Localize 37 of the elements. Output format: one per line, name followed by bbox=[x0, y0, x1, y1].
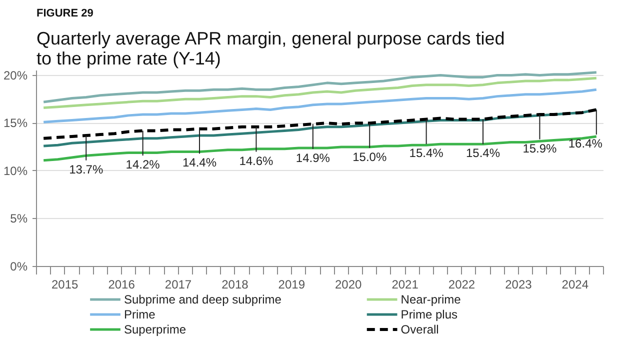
data-label: 16.4% bbox=[568, 136, 603, 151]
line-series bbox=[42, 76, 598, 110]
line-series bbox=[42, 71, 598, 104]
chart-title: Quarterly average APR margin, general purpose cards tied to the prime rate (Y-14) bbox=[36, 28, 505, 68]
y-tick-label: 0% bbox=[10, 260, 28, 274]
x-tick-label: 2019 bbox=[278, 278, 306, 292]
x-tick-label: 2016 bbox=[108, 278, 136, 292]
legend-label: Prime plus bbox=[400, 308, 458, 322]
data-label: 15.0% bbox=[352, 150, 387, 164]
legend-label: Superprime bbox=[124, 322, 186, 336]
legend-label: Overall bbox=[400, 322, 439, 336]
legend-label: Subprime and deep subprime bbox=[124, 292, 282, 306]
legend-label: Near-prime bbox=[400, 292, 462, 306]
x-tick-label: 2018 bbox=[222, 278, 249, 292]
x-tick-label: 2017 bbox=[164, 278, 192, 292]
data-label: 15.4% bbox=[466, 146, 500, 160]
y-tick-label: 15% bbox=[3, 116, 28, 130]
data-label: 14.4% bbox=[182, 156, 217, 170]
data-label: 14.6% bbox=[239, 154, 274, 168]
x-tick-label: 2015 bbox=[52, 278, 79, 292]
line-series bbox=[42, 88, 598, 124]
data-label: 13.7% bbox=[69, 162, 104, 176]
y-tick-label: 10% bbox=[3, 164, 28, 178]
data-label: 15.4% bbox=[409, 146, 444, 160]
line-series bbox=[42, 108, 598, 140]
caption: FIGURE 29 bbox=[36, 8, 94, 20]
x-tick-label: 2021 bbox=[392, 278, 419, 292]
x-tick-label: 2024 bbox=[562, 278, 589, 292]
data-label: 15.9% bbox=[522, 141, 558, 156]
x-tick-label: 2022 bbox=[448, 278, 476, 292]
x-tick-label: 2023 bbox=[505, 278, 532, 292]
x-tick-label: 2020 bbox=[335, 278, 362, 292]
data-label: 14.9% bbox=[296, 150, 330, 165]
y-tick-label: 20% bbox=[3, 68, 28, 82]
data-label: 14.2% bbox=[126, 158, 160, 172]
legend-label: Prime bbox=[124, 308, 156, 322]
y-tick-label: 5% bbox=[10, 212, 28, 226]
